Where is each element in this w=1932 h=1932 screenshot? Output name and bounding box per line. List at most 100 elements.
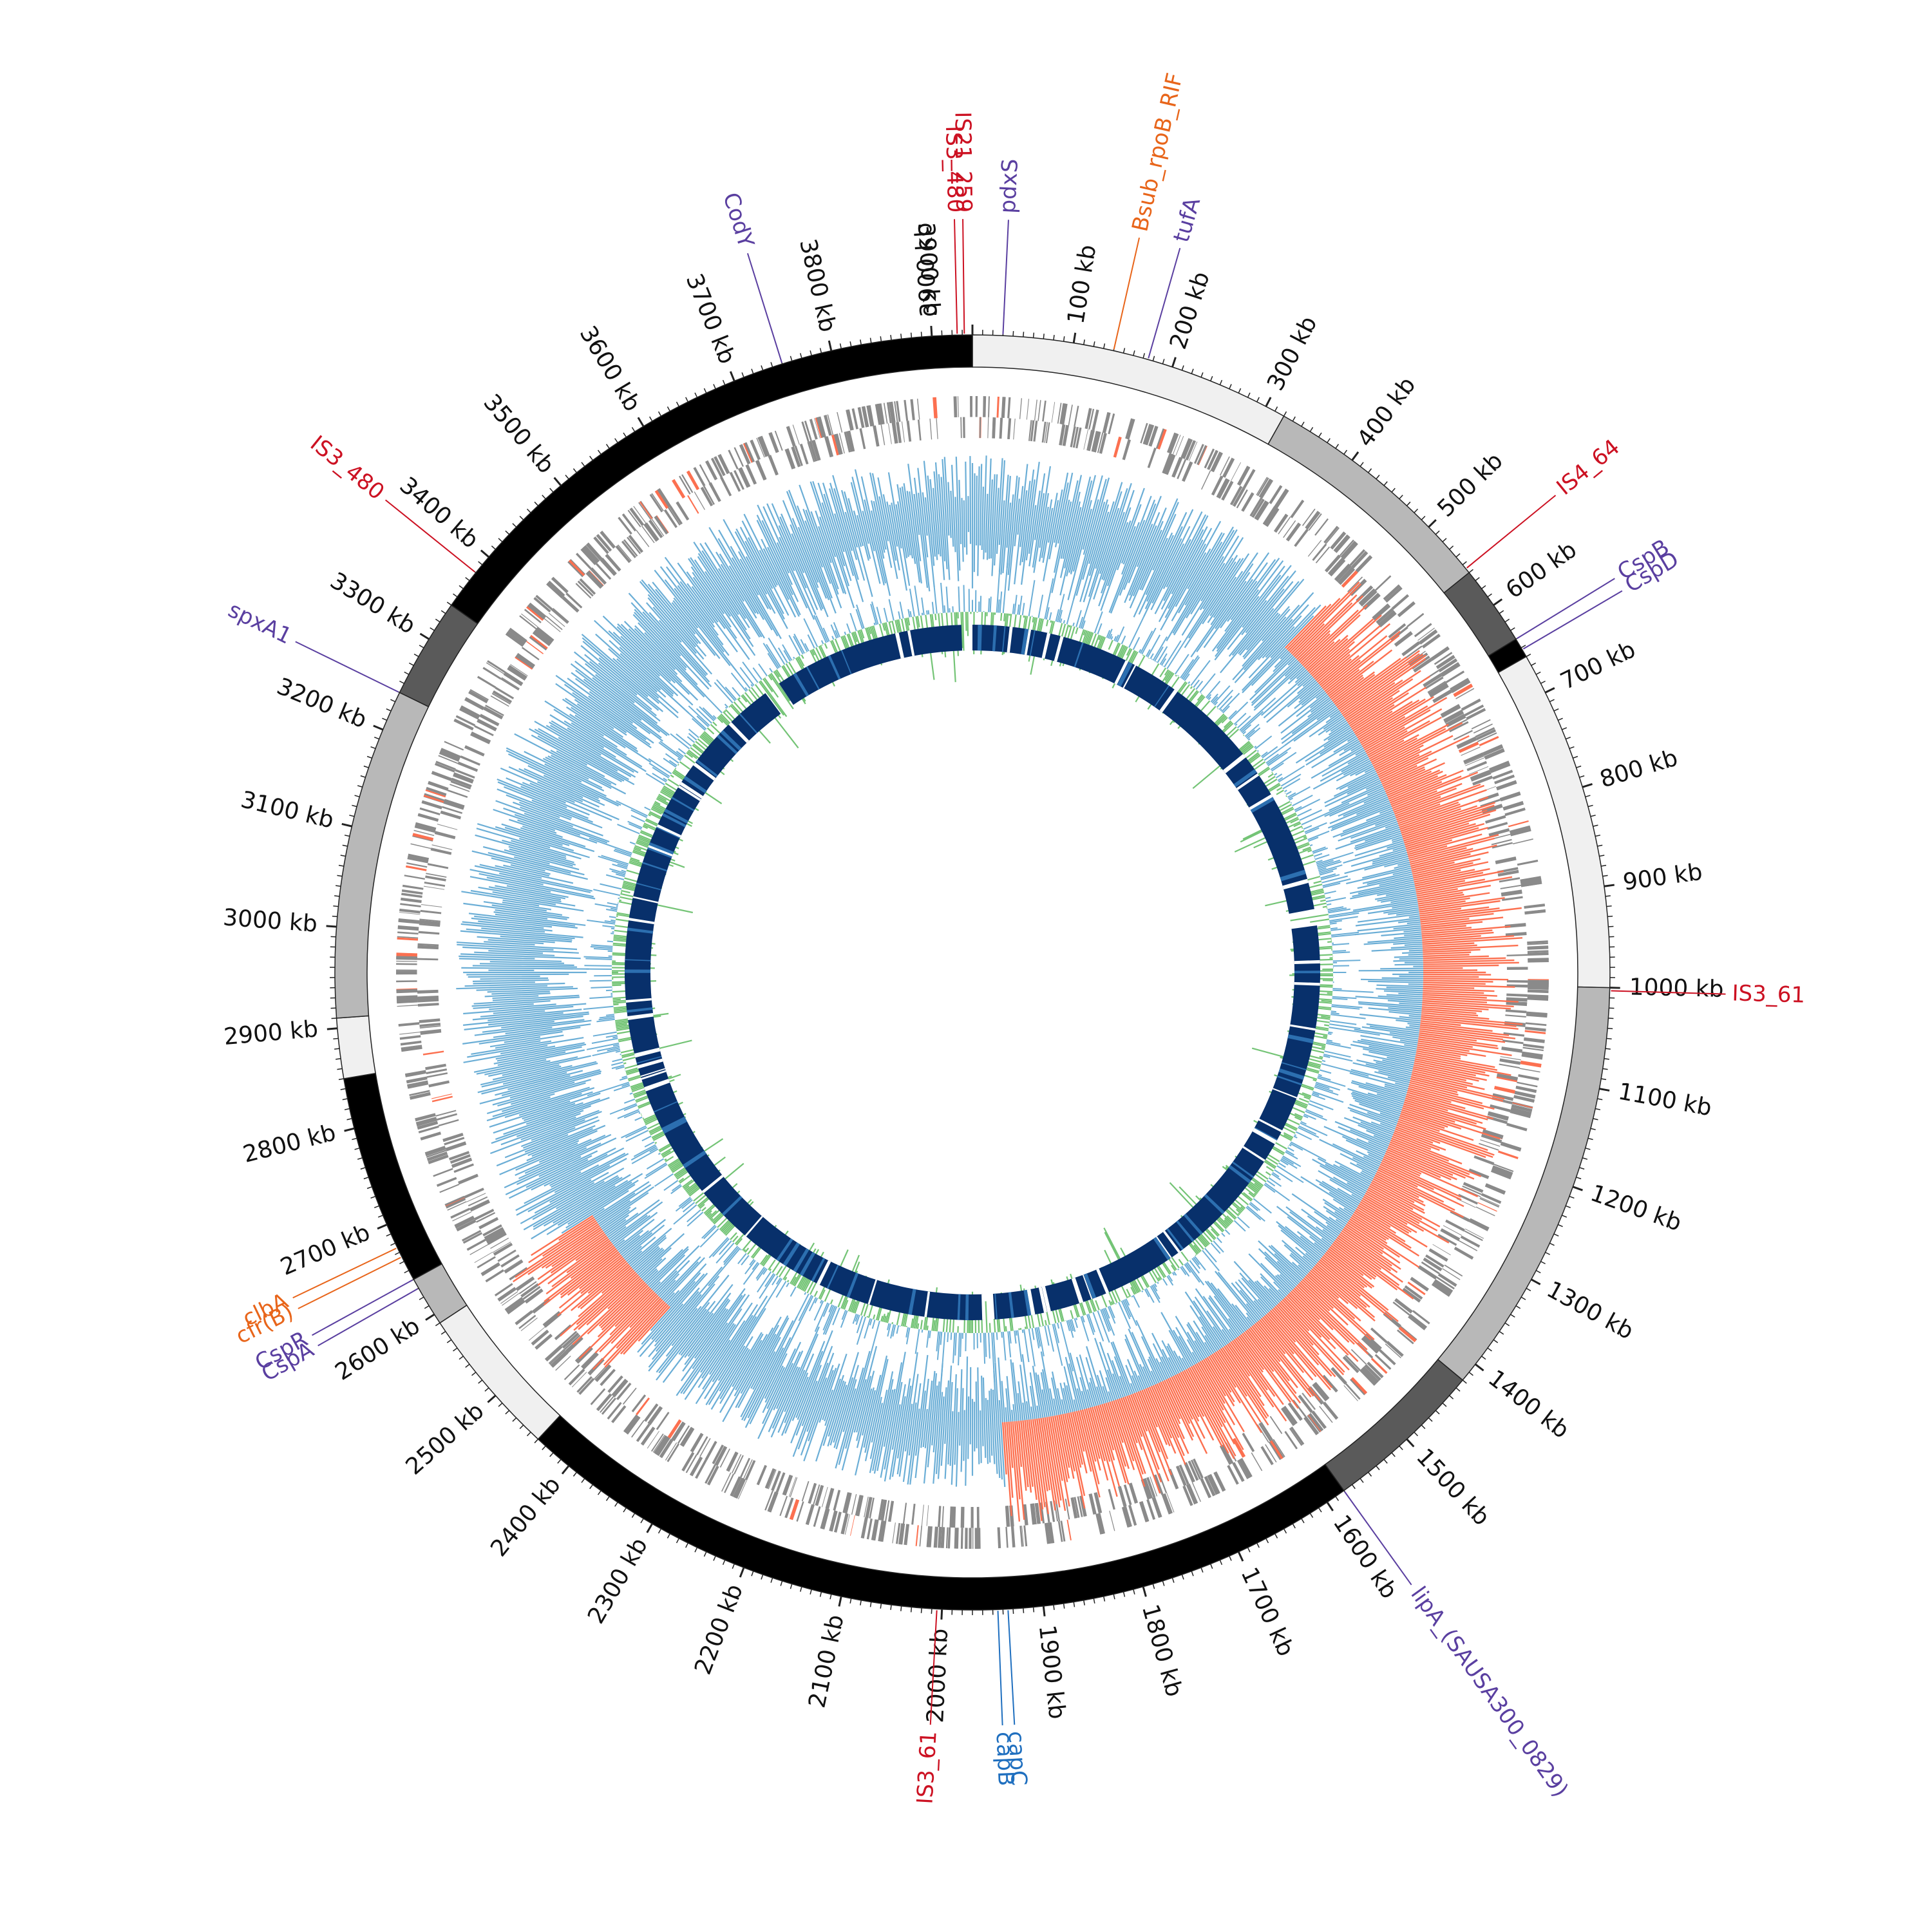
- gene-bar: [700, 486, 714, 507]
- gene-bar: [821, 1486, 828, 1508]
- gene-bar: [768, 433, 777, 453]
- scale-tick: [1579, 775, 1585, 778]
- scale-tick: [1142, 1586, 1147, 1597]
- gene-bar: [1284, 1431, 1298, 1450]
- gene-bar: [1385, 1343, 1401, 1359]
- gene-bar: [417, 813, 439, 822]
- scale-tick: [732, 1564, 735, 1569]
- gene-bar: [397, 1005, 419, 1007]
- gene-bar: [442, 806, 463, 814]
- gene-bar: [1269, 1416, 1283, 1434]
- gene-bar: [891, 422, 898, 444]
- scale-tick: [1301, 421, 1305, 427]
- scale-tick-label: 3100 kb: [238, 786, 336, 834]
- gene-bar: [629, 507, 645, 526]
- gene-bar: [1423, 673, 1443, 688]
- gene-bar: [860, 1517, 868, 1539]
- gene-bar: [436, 1113, 458, 1121]
- gene-bar: [1375, 575, 1392, 591]
- gene-bar: [862, 406, 867, 428]
- gene-bar: [1454, 1246, 1474, 1260]
- gene-bar: [515, 655, 534, 669]
- scale-tick: [565, 475, 569, 480]
- gene-bar: [1066, 1519, 1072, 1540]
- gene-bar: [1108, 1489, 1115, 1510]
- gene-bar: [450, 784, 470, 792]
- gene-bar: [1513, 1095, 1535, 1103]
- gene-bar: [551, 607, 569, 624]
- gene-bar: [809, 419, 818, 440]
- scale-tick: [1133, 1589, 1135, 1595]
- gene-bar: [454, 1215, 474, 1227]
- gene-bar: [533, 597, 551, 613]
- gene-bar: [784, 1497, 794, 1519]
- gene-bar: [1458, 1193, 1478, 1205]
- scale-tick: [1063, 1603, 1065, 1609]
- gene-bar: [710, 482, 721, 502]
- gene-bar: [1312, 544, 1327, 561]
- gene-bar: [817, 416, 826, 438]
- gene-bar: [492, 1241, 511, 1253]
- gene-bar: [1084, 408, 1092, 430]
- scale-tick: [1229, 384, 1232, 390]
- gene-bar: [1386, 1341, 1404, 1358]
- scale-tick-label: 3800 kb: [794, 236, 840, 334]
- gene-bar: [548, 612, 565, 627]
- inner-arc-gap: [640, 1068, 666, 1077]
- inner-arc-gap: [1024, 629, 1032, 656]
- gene-bar: [1497, 1150, 1519, 1159]
- gene-bar: [764, 1490, 773, 1511]
- inner-arc-gap: [720, 730, 742, 751]
- gene-bar: [518, 1281, 537, 1294]
- scale-tick-label: 3500 kb: [478, 390, 559, 479]
- scale-tick: [519, 515, 524, 520]
- gene-bar: [526, 605, 545, 621]
- gene-bar: [1435, 654, 1455, 670]
- gene-bar: [673, 1423, 686, 1441]
- scale-tick: [839, 343, 842, 349]
- gene-bar: [1092, 431, 1098, 452]
- scale-tick: [363, 765, 369, 768]
- gene-bar: [804, 421, 812, 442]
- gene-bar: [1258, 478, 1273, 498]
- gene-bar: [755, 460, 766, 481]
- feature-label: CodY: [717, 189, 759, 251]
- gene-bar: [1072, 426, 1079, 448]
- gene-bar: [1312, 1410, 1327, 1428]
- gene-bar: [1419, 629, 1438, 645]
- gene-bar: [562, 1332, 578, 1348]
- gene-bar: [508, 629, 527, 643]
- scale-tick: [780, 1580, 783, 1586]
- gene-bar: [1510, 826, 1531, 836]
- gene-bar: [617, 544, 632, 562]
- gene-bar: [761, 435, 770, 456]
- scale-tick: [1576, 765, 1582, 768]
- scale-tick: [751, 1571, 754, 1577]
- scale-tick: [1504, 1322, 1510, 1327]
- gene-bar: [1515, 1085, 1537, 1094]
- gene-bar: [786, 426, 796, 447]
- gene-bar: [1417, 1267, 1436, 1280]
- scale-tick: [440, 1331, 446, 1335]
- gene-bar: [815, 1484, 824, 1506]
- gene-bar: [398, 1022, 420, 1027]
- gene-bar: [759, 436, 769, 457]
- scale-tick: [739, 1567, 745, 1578]
- scale-tick: [1549, 699, 1555, 703]
- scale-tick: [512, 1417, 517, 1422]
- scale-tick: [1587, 804, 1593, 808]
- inner-arc-gap: [793, 672, 810, 697]
- inner-arc-gap: [828, 655, 841, 680]
- gene-bar: [650, 1433, 664, 1452]
- gene-bar: [708, 482, 721, 502]
- gene-bar: [1528, 983, 1549, 987]
- gene-bar: [1083, 429, 1089, 450]
- gene-bar: [418, 931, 440, 935]
- scale-tick: [573, 468, 577, 473]
- inner-arc-gap: [1258, 1119, 1283, 1133]
- gene-bar: [1455, 688, 1475, 699]
- gene-bar: [1408, 1314, 1428, 1329]
- inner-arc-gap: [1280, 869, 1306, 882]
- gene-bar: [729, 471, 741, 492]
- inner-arc-gap: [776, 1238, 793, 1262]
